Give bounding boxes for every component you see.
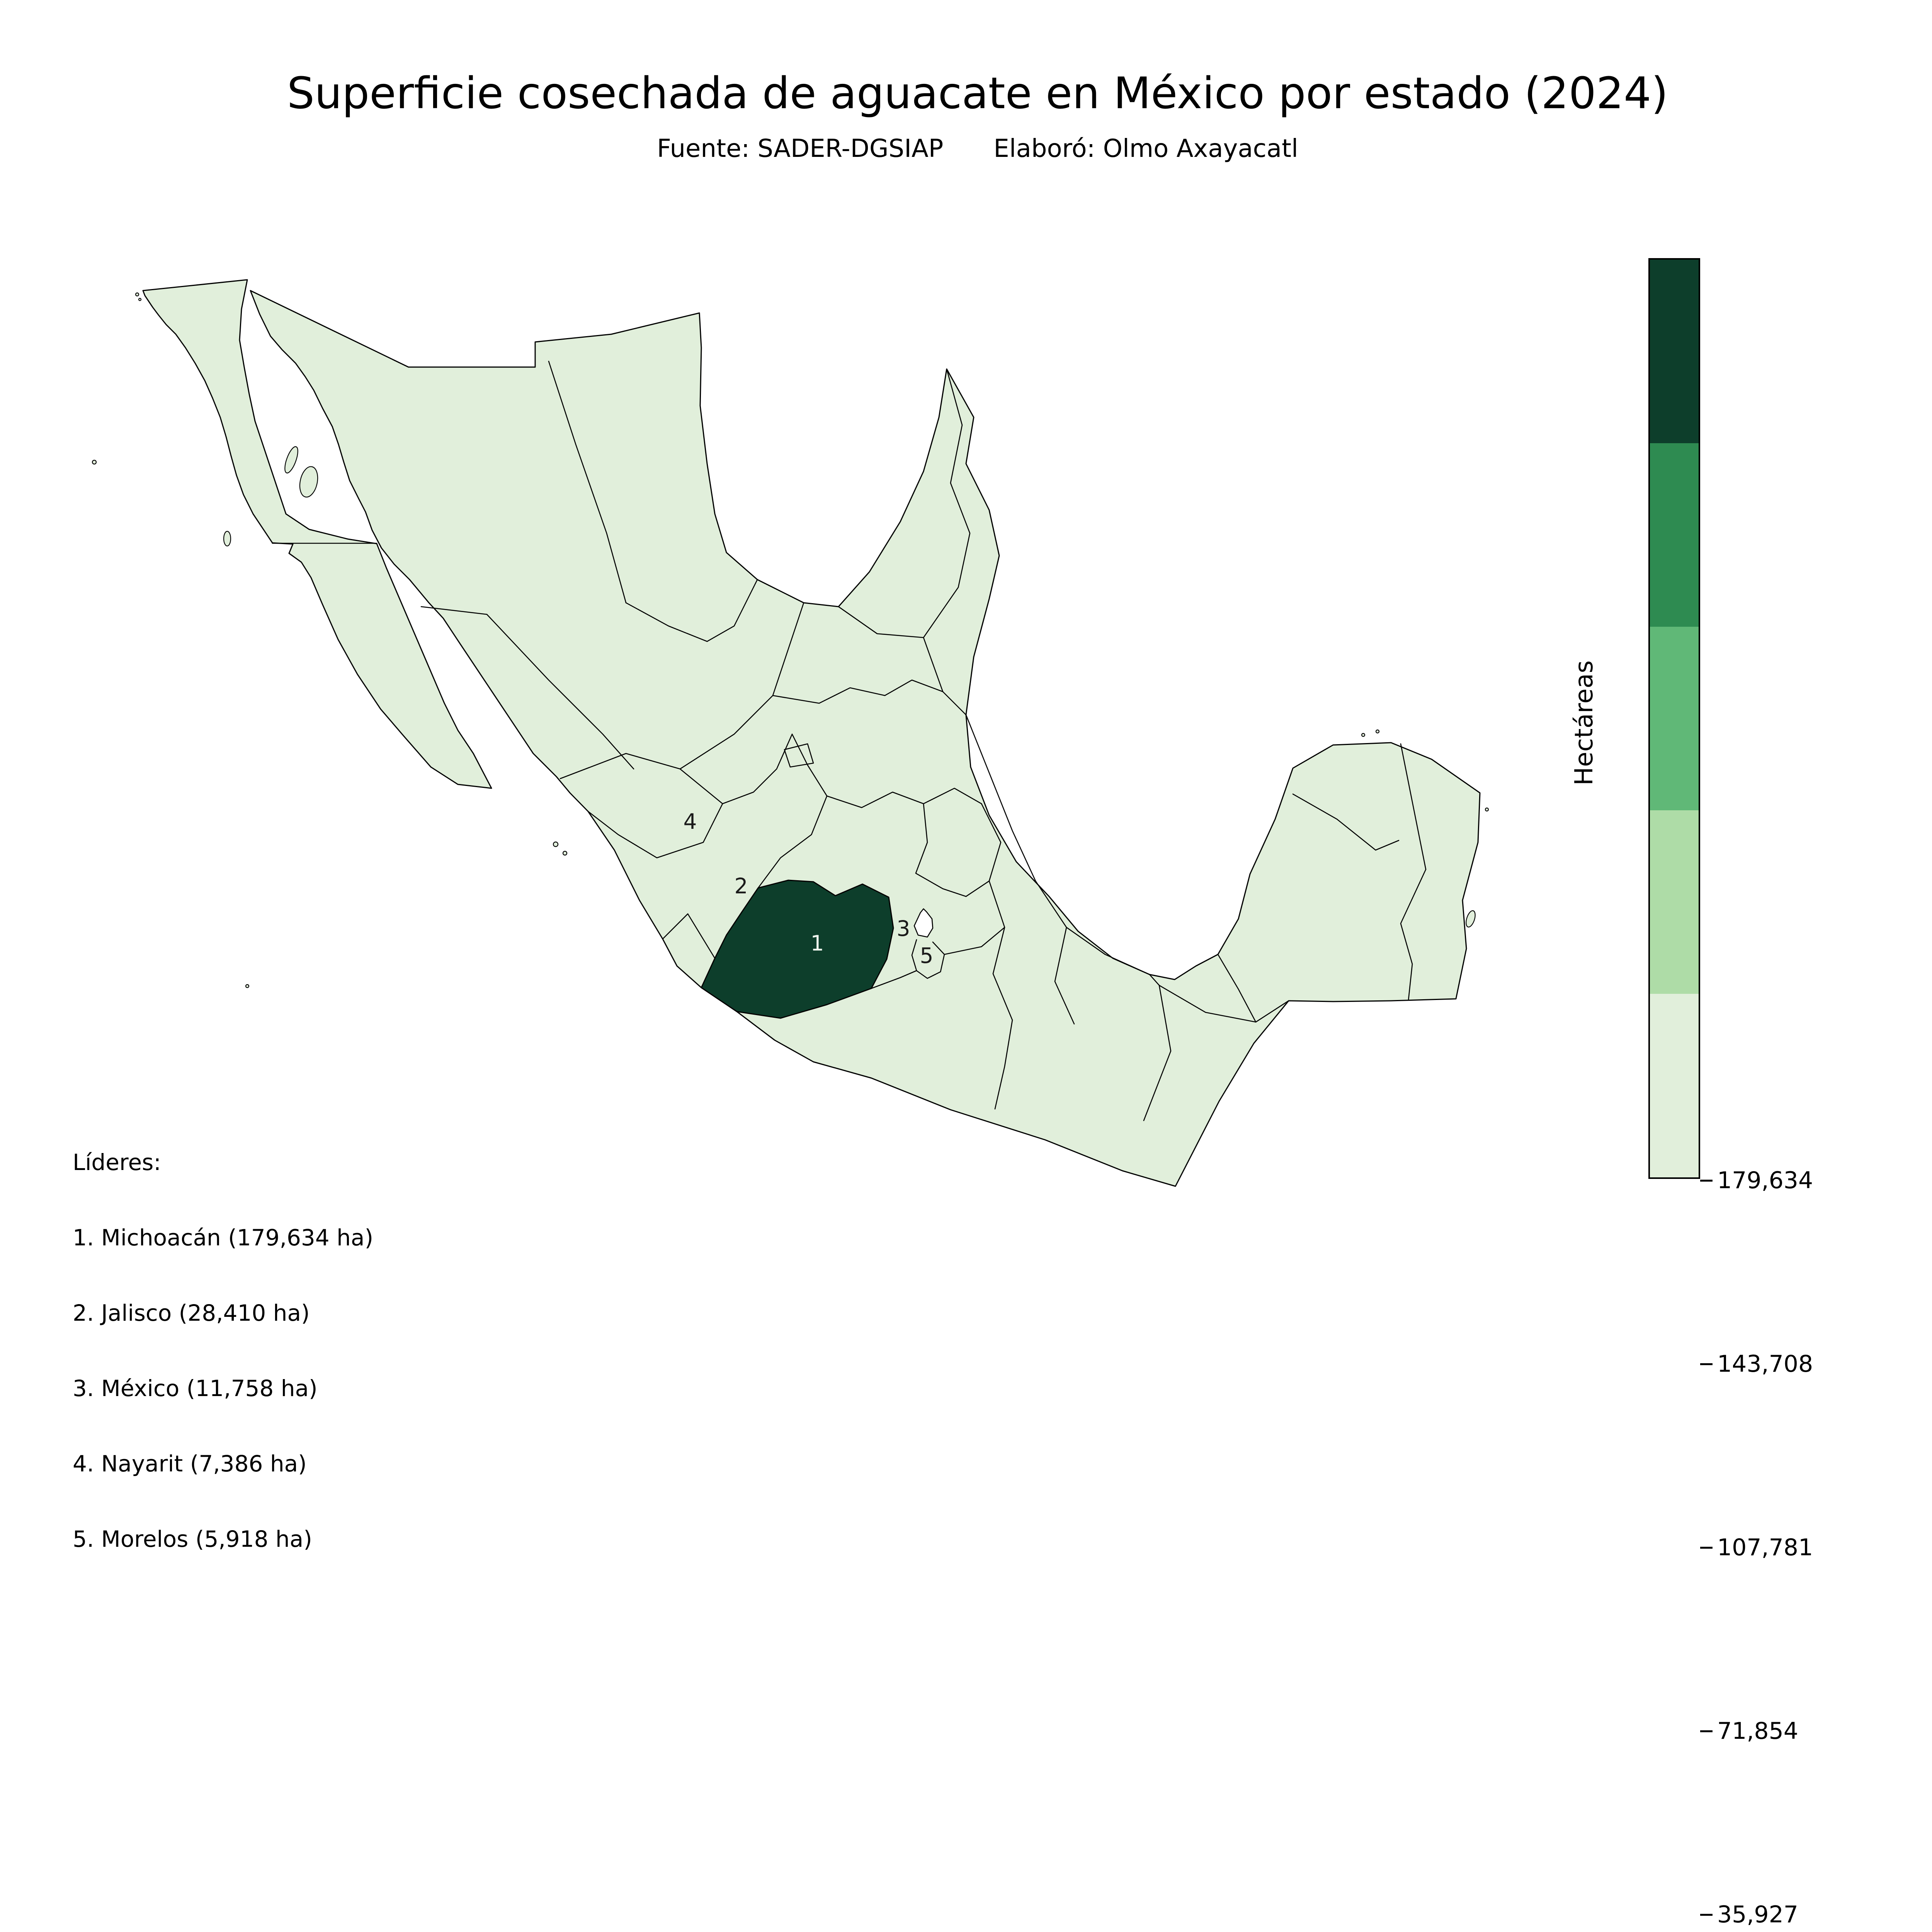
state-boundaries	[420, 361, 1427, 1121]
map-label-4: 4	[684, 809, 697, 834]
tick-mark	[1700, 1547, 1713, 1549]
map-label-3: 3	[897, 916, 910, 941]
map-label-2: 2	[735, 874, 748, 898]
colorbar-band-0-35927	[1650, 994, 1699, 1177]
leaders-item-4: 4. Nayarit (7,386 ha)	[73, 1451, 307, 1477]
colorbar: 179,634 143,708 107,781 71,854 35,927 0	[1648, 258, 1813, 1927]
leaders-heading: Líderes:	[73, 1149, 161, 1175]
tick-mark	[1700, 1730, 1713, 1732]
subtitle-author: Elaboró: Olmo Axayacatl	[993, 134, 1298, 163]
leaders-item-5: 5. Morelos (5,918 ha)	[73, 1526, 312, 1552]
subtitle-source: Fuente: SADER-DGSIAP	[657, 134, 944, 163]
mainland-outline	[250, 290, 1481, 1187]
leaders-item-3: 3. México (11,758 ha)	[73, 1375, 318, 1401]
tick-mark	[1700, 1180, 1713, 1182]
colorbar-band-143708-179634	[1650, 260, 1699, 443]
figure: Superficie cosechada de aguacate en Méxi…	[12, 68, 1932, 1927]
page-title: Superficie cosechada de aguacate en Méxi…	[287, 68, 1668, 119]
tick-label: 143,708	[1717, 1350, 1813, 1378]
colorbar-gradient	[1648, 258, 1700, 1179]
leaders-annotation: Líderes: 1. Michoacán (179,634 ha) 2. Ja…	[73, 1100, 373, 1602]
colorbar-band-107781-143708	[1650, 443, 1699, 627]
leaders-item-1: 1. Michoacán (179,634 ha)	[73, 1225, 374, 1251]
tick-mark	[1700, 1363, 1713, 1365]
map-label-5: 5	[920, 943, 934, 968]
subtitle: Fuente: SADER-DGSIAP Elaboró: Olmo Axaya…	[12, 134, 1932, 163]
state-michoacan-highlight	[701, 879, 894, 1019]
tick-label: 71,854	[1717, 1718, 1798, 1745]
colorbar-axis-label: Hectáreas	[1570, 660, 1599, 786]
baja-peninsula-outline	[142, 279, 492, 789]
map-label-1: 1	[811, 931, 824, 956]
colorbar-band-71854-107781	[1650, 627, 1699, 810]
tick-label: 107,781	[1717, 1534, 1813, 1561]
state-cdmx-nodata	[913, 908, 934, 938]
tick-label: 179,634	[1717, 1167, 1813, 1194]
islands	[92, 292, 1489, 988]
mexico-choropleth-map: 1 2 3 4 5	[92, 279, 1489, 1187]
map-rank-labels: 1 2 3 4 5	[684, 809, 934, 968]
tick-mark	[1700, 1914, 1713, 1916]
leaders-item-2: 2. Jalisco (28,410 ha)	[73, 1300, 310, 1326]
colorbar-band-35927-71854	[1650, 810, 1699, 994]
tick-label: 35,927	[1717, 1901, 1798, 1928]
